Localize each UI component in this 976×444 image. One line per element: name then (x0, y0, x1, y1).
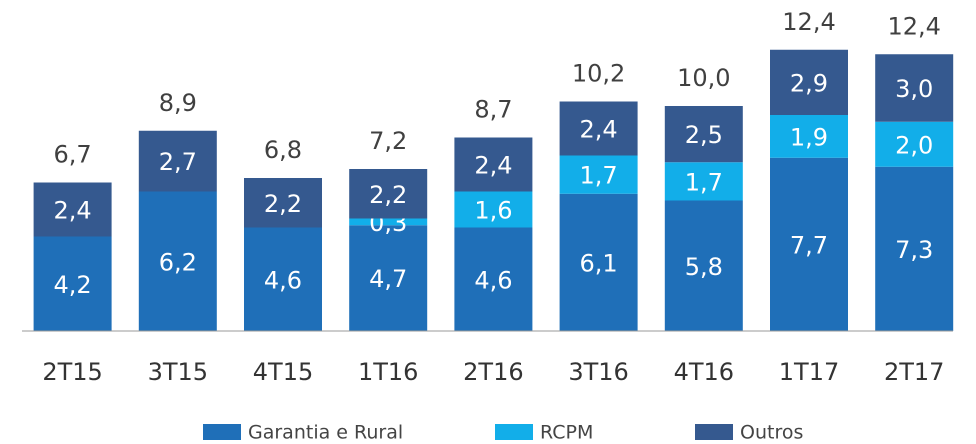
value-label: 4,2 (54, 271, 92, 299)
bar-segment (875, 54, 954, 122)
total-label: 6,7 (54, 141, 92, 169)
x-tick-label: 1T17 (779, 358, 839, 386)
value-label: 2,2 (264, 190, 302, 218)
total-label: 8,7 (474, 96, 512, 124)
x-tick-label: 1T16 (358, 358, 418, 386)
bar-segment (664, 162, 743, 201)
total-label: 8,9 (159, 89, 197, 117)
value-label: 4,7 (369, 265, 407, 293)
bar-segment (559, 193, 638, 331)
bar-segment (244, 227, 322, 331)
bar-segment (664, 200, 743, 331)
bar-segment (454, 227, 533, 331)
value-label: 2,9 (790, 69, 828, 97)
value-label: 1,9 (790, 123, 828, 151)
value-label: 6,2 (159, 248, 197, 276)
value-label: 2,2 (369, 181, 407, 209)
total-label: 10,2 (572, 60, 625, 88)
bar-segment (875, 166, 954, 331)
value-label: 2,0 (895, 131, 933, 159)
legend-swatch (695, 424, 733, 440)
value-label: 2,4 (580, 116, 618, 144)
value-label: 2,4 (474, 152, 512, 180)
value-label: 2,5 (685, 121, 723, 149)
total-label: 6,8 (264, 136, 302, 164)
bar-segment (138, 130, 217, 192)
value-label: 1,7 (685, 168, 723, 196)
legend-label: Outros (740, 422, 803, 444)
value-label: 5,8 (685, 253, 723, 281)
bar-segment (244, 178, 322, 228)
x-tick-label: 4T16 (674, 358, 734, 386)
x-tick-label: 2T16 (463, 358, 523, 386)
x-tick-label: 4T15 (253, 358, 313, 386)
bar-segment (349, 225, 428, 331)
total-label: 12,4 (887, 12, 940, 40)
value-label: 4,6 (474, 266, 512, 294)
bar-segment (138, 191, 217, 331)
legend-swatch (203, 424, 241, 440)
bar-segment (559, 101, 638, 156)
value-label: 7,3 (895, 236, 933, 264)
bar-segment (770, 157, 848, 331)
bar-segment (454, 137, 533, 192)
value-label: 2,4 (54, 197, 92, 225)
value-label: 1,7 (580, 162, 618, 190)
value-label: 4,6 (264, 266, 302, 294)
bar-segment (664, 106, 743, 163)
bar-segment (770, 49, 848, 115)
total-label: 10,0 (677, 64, 730, 92)
x-tick-label: 2T17 (884, 358, 944, 386)
bar-segment (33, 182, 112, 237)
bar-segment (875, 121, 954, 167)
bar-segment (559, 155, 638, 194)
legend-swatch (495, 424, 533, 440)
bar-segment (33, 236, 112, 331)
legend-label: Garantia e Rural (248, 422, 403, 444)
value-label: 3,0 (895, 75, 933, 103)
legend-label: RCPM (540, 422, 593, 444)
bar-segment (349, 169, 428, 219)
bar-segment (770, 115, 848, 158)
bar-segment (349, 218, 428, 226)
value-label: 7,7 (790, 231, 828, 259)
bar-segment (454, 191, 533, 228)
x-tick-label: 2T15 (42, 358, 102, 386)
x-tick-label: 3T15 (148, 358, 208, 386)
value-label: 1,6 (474, 197, 512, 225)
value-label: 6,1 (580, 249, 618, 277)
x-tick-label: 3T16 (568, 358, 628, 386)
value-label: 2,7 (159, 148, 197, 176)
total-label: 7,2 (369, 127, 407, 155)
total-label: 12,4 (782, 8, 835, 36)
